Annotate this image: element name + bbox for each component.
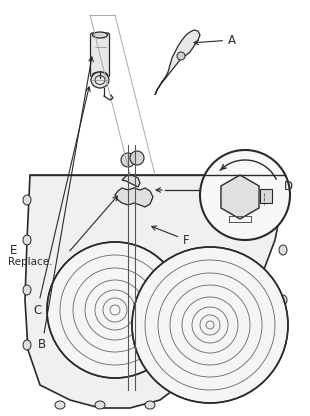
Text: D: D (284, 181, 293, 193)
Ellipse shape (92, 32, 108, 38)
Polygon shape (155, 78, 165, 95)
Ellipse shape (279, 295, 287, 305)
Circle shape (132, 247, 288, 403)
Text: E: E (10, 243, 17, 257)
Polygon shape (162, 30, 200, 82)
Ellipse shape (95, 76, 105, 84)
Ellipse shape (92, 72, 108, 78)
Circle shape (177, 52, 185, 60)
Ellipse shape (91, 72, 109, 88)
Circle shape (47, 242, 183, 378)
FancyBboxPatch shape (260, 189, 272, 203)
Ellipse shape (23, 235, 31, 245)
Polygon shape (115, 188, 153, 207)
Circle shape (130, 151, 144, 165)
Ellipse shape (23, 285, 31, 295)
Ellipse shape (23, 340, 31, 350)
Ellipse shape (279, 245, 287, 255)
Text: F: F (152, 226, 190, 247)
Polygon shape (122, 174, 140, 187)
Ellipse shape (23, 195, 31, 205)
Ellipse shape (55, 401, 65, 409)
Text: B: B (38, 57, 93, 352)
Polygon shape (25, 175, 285, 408)
Text: A: A (194, 34, 236, 47)
Ellipse shape (145, 401, 155, 409)
Circle shape (121, 153, 135, 167)
Text: Replace.: Replace. (8, 257, 52, 267)
Text: C: C (33, 87, 90, 317)
Circle shape (200, 150, 290, 240)
Ellipse shape (279, 195, 287, 205)
Ellipse shape (95, 401, 105, 409)
FancyBboxPatch shape (91, 33, 109, 77)
Polygon shape (221, 175, 259, 219)
